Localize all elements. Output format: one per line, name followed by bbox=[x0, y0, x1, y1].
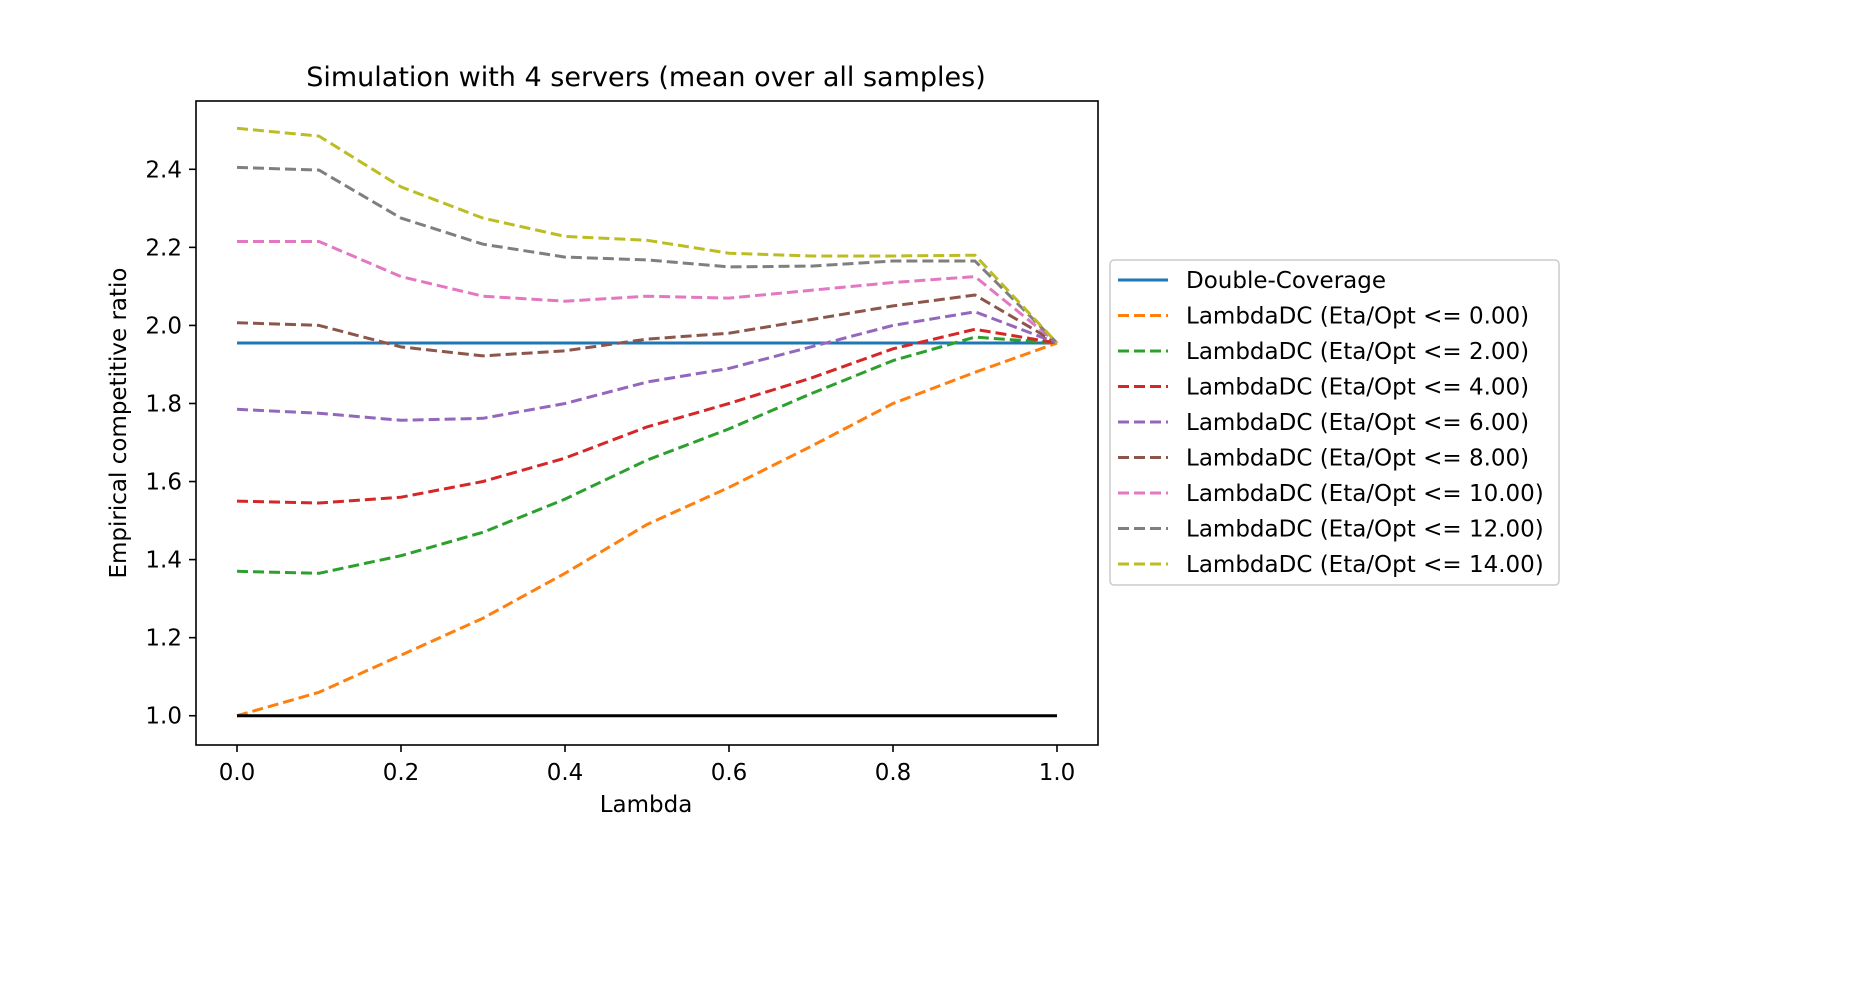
y-tick-label: 1.0 bbox=[145, 704, 182, 730]
y-tick-label: 1.2 bbox=[145, 626, 182, 652]
y-axis-ticks: 1.0 1.2 1.4 1.6 1.8 2.0 2.2 2.4 bbox=[145, 157, 196, 730]
y-tick-label: 1.6 bbox=[145, 470, 182, 496]
series-line-3 bbox=[236, 327, 1058, 505]
legend-entries: Double-Coverage LambdaDC (Eta/Opt <= 0.00… bbox=[1118, 268, 1544, 578]
legend-label-1: LambdaDC (Eta/Opt <= 0.00) bbox=[1186, 304, 1529, 330]
legend-box bbox=[1109, 259, 1560, 586]
series-line-7 bbox=[236, 165, 1059, 345]
legend-label-6: LambdaDC (Eta/Opt <= 10.00) bbox=[1186, 481, 1544, 507]
legend-label-0: Double-Coverage bbox=[1186, 268, 1386, 294]
legend-label-3: LambdaDC (Eta/Opt <= 4.00) bbox=[1186, 375, 1529, 401]
legend-label-7: LambdaDC (Eta/Opt <= 12.00) bbox=[1186, 517, 1544, 543]
chart-title: Simulation with 4 servers (mean over all… bbox=[306, 62, 986, 93]
y-tick-label: 2.4 bbox=[145, 157, 182, 183]
legend-label-4: LambdaDC (Eta/Opt <= 6.00) bbox=[1186, 410, 1529, 436]
x-tick-label: 0.2 bbox=[383, 760, 420, 786]
x-tick-label: 0.6 bbox=[711, 760, 748, 786]
series-line-1 bbox=[236, 341, 1058, 718]
series-line-8 bbox=[236, 126, 1059, 345]
x-axis-ticks: 0.0 0.2 0.4 0.6 0.8 1.0 bbox=[219, 745, 1076, 786]
series-line-5 bbox=[236, 293, 1058, 358]
series-line-2 bbox=[236, 335, 1058, 575]
legend-label-8: LambdaDC (Eta/Opt <= 14.00) bbox=[1186, 552, 1544, 578]
x-tick-label: 0.8 bbox=[875, 760, 912, 786]
x-axis-label: Lambda bbox=[600, 792, 693, 818]
x-tick-label: 0.4 bbox=[547, 760, 584, 786]
legend: Double-Coverage LambdaDC (Eta/Opt <= 0.00… bbox=[1109, 259, 1560, 586]
legend-label-2: LambdaDC (Eta/Opt <= 2.00) bbox=[1186, 339, 1529, 365]
series-layer bbox=[236, 126, 1059, 718]
y-tick-label: 2.2 bbox=[145, 235, 182, 261]
series-line-4 bbox=[236, 310, 1058, 422]
plot-area-frame bbox=[195, 100, 1099, 746]
x-tick-label: 1.0 bbox=[1039, 760, 1076, 786]
x-tick-label: 0.0 bbox=[219, 760, 256, 786]
y-tick-label: 1.8 bbox=[145, 391, 182, 417]
legend-label-5: LambdaDC (Eta/Opt <= 8.00) bbox=[1186, 446, 1529, 472]
y-axis-label: Empirical competitive ratio bbox=[106, 267, 132, 578]
y-tick-label: 2.0 bbox=[145, 313, 182, 339]
series-line-6 bbox=[237, 240, 1058, 345]
y-tick-label: 1.4 bbox=[145, 548, 182, 574]
